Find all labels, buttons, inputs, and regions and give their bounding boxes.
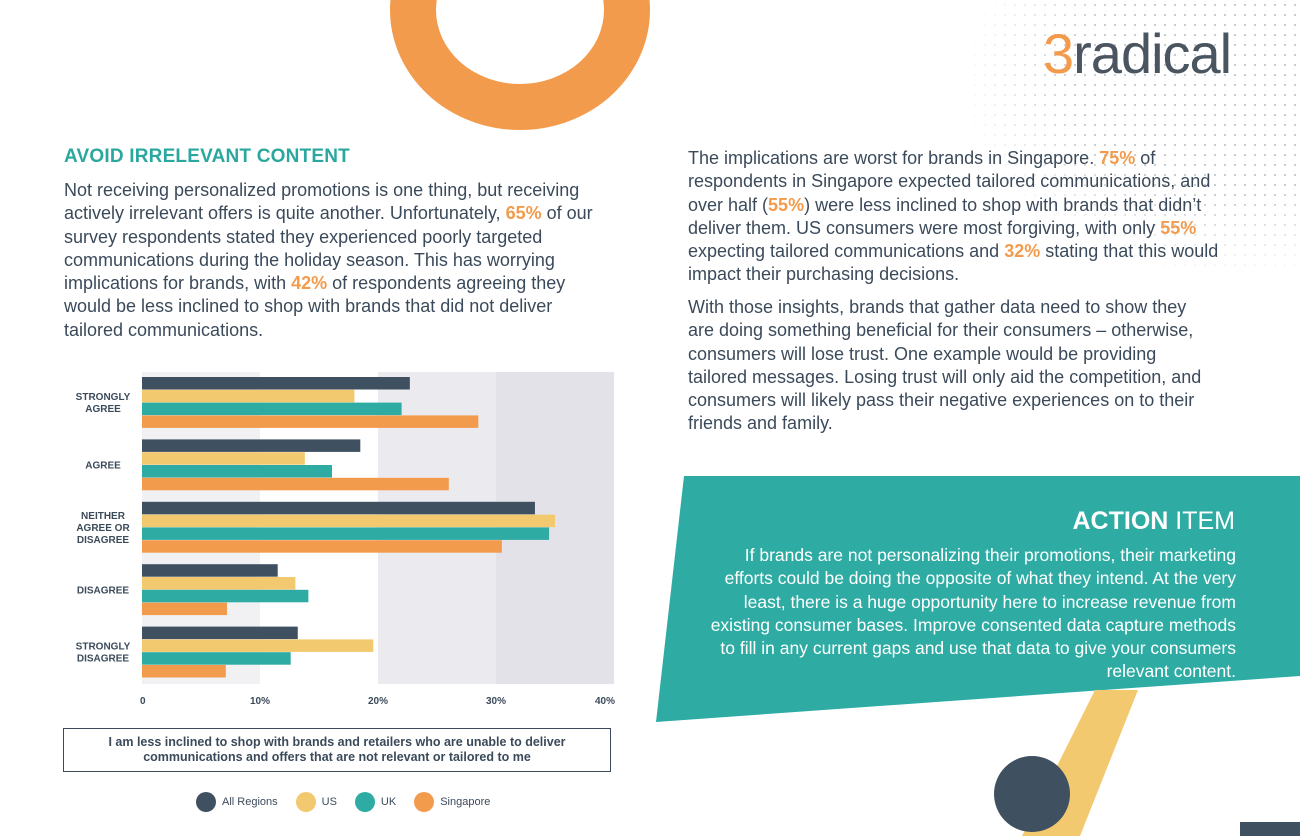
legend-label: US: [321, 796, 337, 808]
bar-chart: STRONGLY AGREE AGREE NEITHER AGREE OR DISAGRE…: [76, 372, 615, 707]
legend-label: All Regions: [222, 796, 278, 808]
intro-paragraph: Not receiving personalized promotions is…: [64, 180, 593, 340]
bar-us: [142, 452, 305, 465]
action-item-text: If brands are not personalizing their pr…: [710, 545, 1236, 682]
legend-swatch: [414, 792, 435, 812]
legend-item-uk: UK: [354, 792, 397, 812]
bar-us: [142, 639, 374, 652]
legend-label: Singapore: [440, 796, 491, 808]
bar-uk: [142, 527, 550, 540]
bar-us: [142, 389, 355, 403]
logo-3radical: 3radical: [1043, 22, 1232, 85]
bar-uk: [142, 402, 402, 416]
bar-singapore: [142, 602, 227, 616]
chart-caption: I am less inclined to shop with brands a…: [63, 728, 611, 772]
chart-legend: All Regions US UK Singapore: [196, 792, 490, 812]
orange-ring-decoration: [390, 0, 650, 130]
bar-all-regions: [142, 564, 278, 577]
x-tick-label: 30%: [486, 696, 506, 707]
dark-circle: [994, 756, 1070, 832]
category-label: DISAGREE: [77, 585, 130, 596]
bar-us: [142, 514, 555, 528]
bar-all-regions: [142, 626, 298, 640]
dot-pattern: [820, 0, 1300, 330]
x-tick-label: 20%: [368, 696, 388, 707]
category-label: NEITHER AGREE OR DISAGREE: [76, 511, 130, 546]
bar-us: [142, 577, 296, 590]
bar-singapore: [142, 540, 502, 553]
bar-uk: [142, 652, 291, 665]
bar-singapore: [142, 415, 479, 428]
category-label: STRONGLY DISAGREE: [76, 642, 131, 665]
dark-corner-block: [1240, 822, 1300, 836]
bar-all-regions: [142, 377, 410, 390]
legend-swatch: [354, 792, 375, 812]
section-heading: AVOID IRRELEVANT CONTENT: [64, 146, 350, 167]
bar-all-regions: [142, 501, 535, 515]
x-tick-label: 0: [140, 696, 146, 707]
category-label: AGREE: [85, 461, 121, 472]
bar-singapore: [142, 665, 226, 678]
action-panel-background: [656, 476, 1300, 722]
legend-item-us: US: [295, 792, 337, 812]
x-tick-label: 40%: [595, 696, 615, 707]
insights-paragraph: With those insights, brands that gather …: [688, 297, 1202, 434]
legend-item-singapore: Singapore: [414, 792, 490, 812]
bar-all-regions: [142, 439, 361, 452]
legend-swatch: [196, 792, 216, 812]
singapore-paragraph: The implications are worst for brands in…: [688, 148, 1219, 285]
bar-uk: [142, 465, 332, 478]
legend-item-all-regions: All Regions: [196, 792, 278, 812]
legend-label: UK: [380, 796, 397, 808]
bar-singapore: [142, 477, 449, 491]
x-tick-label: 10%: [250, 696, 270, 707]
legend-swatch: [295, 792, 316, 812]
bar-uk: [142, 589, 309, 603]
bottom-decoration: [994, 690, 1300, 836]
action-item-title: ACTION ITEM: [1072, 507, 1236, 535]
category-label: STRONGLY AGREE: [76, 392, 131, 415]
